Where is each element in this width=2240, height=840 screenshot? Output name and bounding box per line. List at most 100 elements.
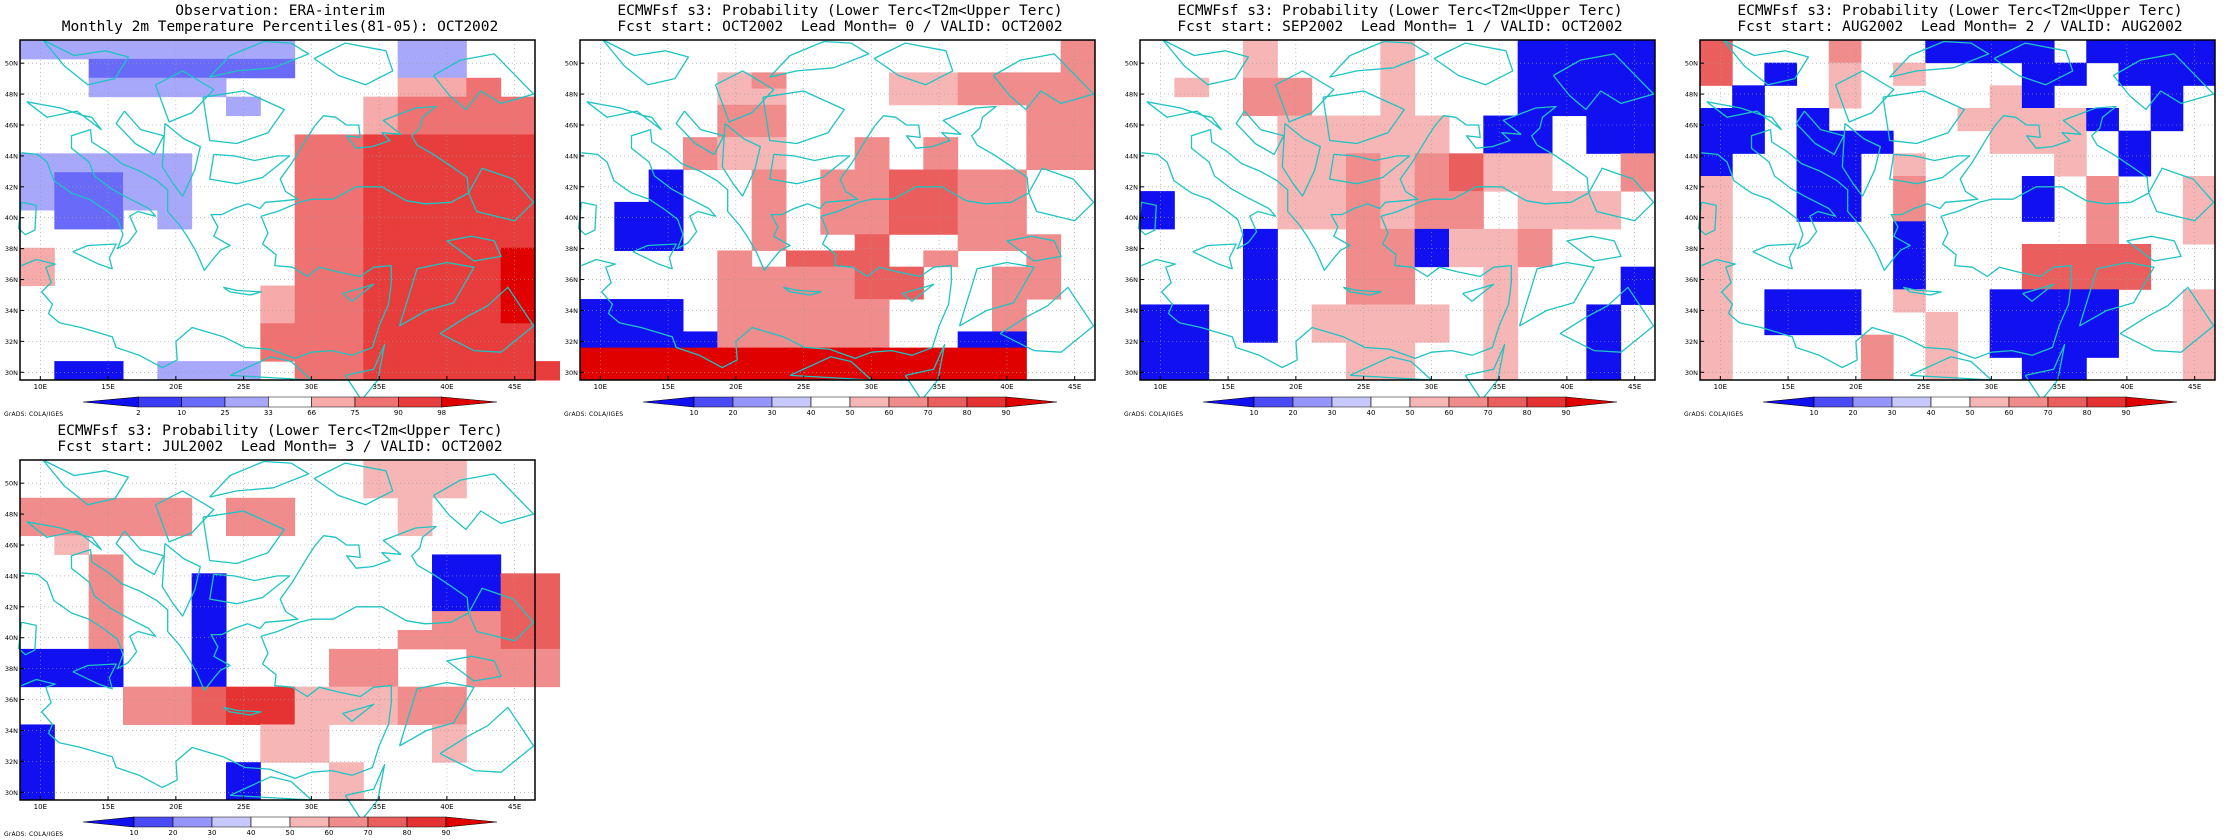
grid-cell (157, 686, 193, 707)
grid-cell (466, 554, 502, 574)
colorbar-swatch (211, 816, 252, 828)
colorbar-swatch (927, 396, 968, 408)
grid-cell (1700, 108, 1733, 132)
colorbar-swatch (2086, 396, 2127, 408)
colorbar-label: 70 (1484, 409, 1493, 417)
colorbar-label: 10 (690, 409, 699, 417)
lon-tick-label: 40E (440, 383, 453, 391)
lat-tick-label: 42N (5, 183, 18, 191)
grid-cell (717, 315, 753, 332)
coastlines (1137, 39, 1655, 401)
grid-cell (1026, 72, 1062, 90)
grid-cell (432, 153, 467, 173)
grid-cell (1828, 198, 1862, 222)
colorbar-swatch (1487, 396, 1528, 408)
grid-cell (751, 266, 787, 284)
colorbar-label: 70 (924, 409, 933, 417)
coastline (17, 201, 37, 236)
grid-cell (1586, 342, 1622, 362)
grid-cell (466, 323, 502, 343)
lat-tick-label: 34N (5, 307, 18, 315)
colorbar-label: 75 (351, 409, 360, 417)
grid-cells (20, 40, 560, 381)
grid-cell (535, 361, 560, 381)
coastline (342, 703, 375, 722)
grid-cell (1586, 134, 1622, 154)
grid-cell (1174, 361, 1210, 381)
grid-cell (329, 648, 364, 669)
grid-cell (1732, 130, 1765, 154)
grid-cell (432, 285, 467, 305)
grid-cell (1552, 96, 1587, 117)
lon-tick-label: 45E (1068, 383, 1081, 391)
grid-cell (923, 218, 959, 235)
grid-cell (1828, 289, 1862, 313)
grid-cell (432, 247, 467, 268)
grid-cell (294, 724, 330, 744)
grid-cell (294, 705, 330, 725)
colorbar-swatch (966, 396, 1007, 408)
panel-lead-0: ECMWFsf s3: Probability (Lower Terc<T2m<… (560, 0, 1120, 420)
colorbar-swatch (181, 396, 226, 408)
colorbar-label: 40 (807, 409, 816, 417)
colorbar-swatch (1969, 396, 2010, 408)
grid-cell (500, 191, 536, 211)
grid-cell (992, 331, 1027, 349)
grid-cell (854, 315, 890, 332)
grid-cell (363, 304, 399, 324)
coastline (439, 286, 535, 353)
lat-tick-label: 38N (5, 665, 18, 673)
grid-cell (1925, 40, 1958, 64)
map-plot: 10E 15E 20E 25E 30E 35E 40E 45E 50N 48N 46N 44N 42N 4… (1685, 39, 2216, 417)
lon-tick-label: 45E (508, 803, 521, 811)
grid-cell (1517, 247, 1553, 268)
grid-cell (397, 342, 433, 362)
grid-cell (466, 134, 502, 154)
lon-tick-label: 25E (1917, 383, 1930, 391)
map-plot: 10E 15E 20E 25E 30E 35E 40E 45E 50N 48N 46N 44N 42N 4… (1125, 39, 1656, 417)
grid-cell (1828, 130, 1862, 154)
grid-cell (957, 72, 993, 90)
grid-cell (923, 185, 959, 203)
grid-cell (20, 172, 55, 192)
grid-cell (329, 361, 364, 381)
grid-cell (432, 228, 467, 249)
grid-cell (500, 172, 536, 192)
coastlines (17, 39, 535, 401)
colorbar-label: 33 (264, 409, 273, 417)
grid-cell (1414, 228, 1450, 249)
grid-cell (1700, 130, 1733, 154)
grid-cell (329, 667, 364, 688)
grid-cell (1140, 304, 1175, 324)
grid-cell (329, 228, 364, 249)
grid-cell (854, 299, 890, 316)
grid-cell (1243, 285, 1278, 305)
grid-cell (432, 554, 467, 574)
grid-cell (751, 72, 787, 90)
colorbar-swatch (445, 816, 498, 828)
coastline (468, 587, 535, 642)
grid-cell (260, 285, 296, 305)
colorbar-swatch (441, 396, 498, 408)
grid-cell (294, 247, 330, 268)
grid-cell (614, 331, 650, 349)
grid-cell (466, 77, 502, 98)
grid-cell (1989, 289, 2023, 313)
coastline (577, 201, 597, 236)
grid-cell (54, 667, 90, 688)
coastline (72, 663, 117, 690)
coastline (602, 39, 690, 86)
grid-cell (432, 77, 467, 98)
grid-cell (1414, 247, 1450, 268)
grid-cell (923, 137, 959, 154)
grid-cell (466, 191, 502, 211)
colorbar-swatch (328, 816, 369, 828)
lat-tick-label: 50N (565, 60, 578, 68)
grid-cell (648, 299, 684, 316)
grid-cell (329, 781, 364, 801)
grid-cell (500, 611, 536, 631)
colorbar-label: 50 (286, 829, 295, 837)
coastline (1162, 39, 1250, 86)
grid-cell (20, 724, 55, 744)
colorbar-label: 2 (136, 409, 140, 417)
